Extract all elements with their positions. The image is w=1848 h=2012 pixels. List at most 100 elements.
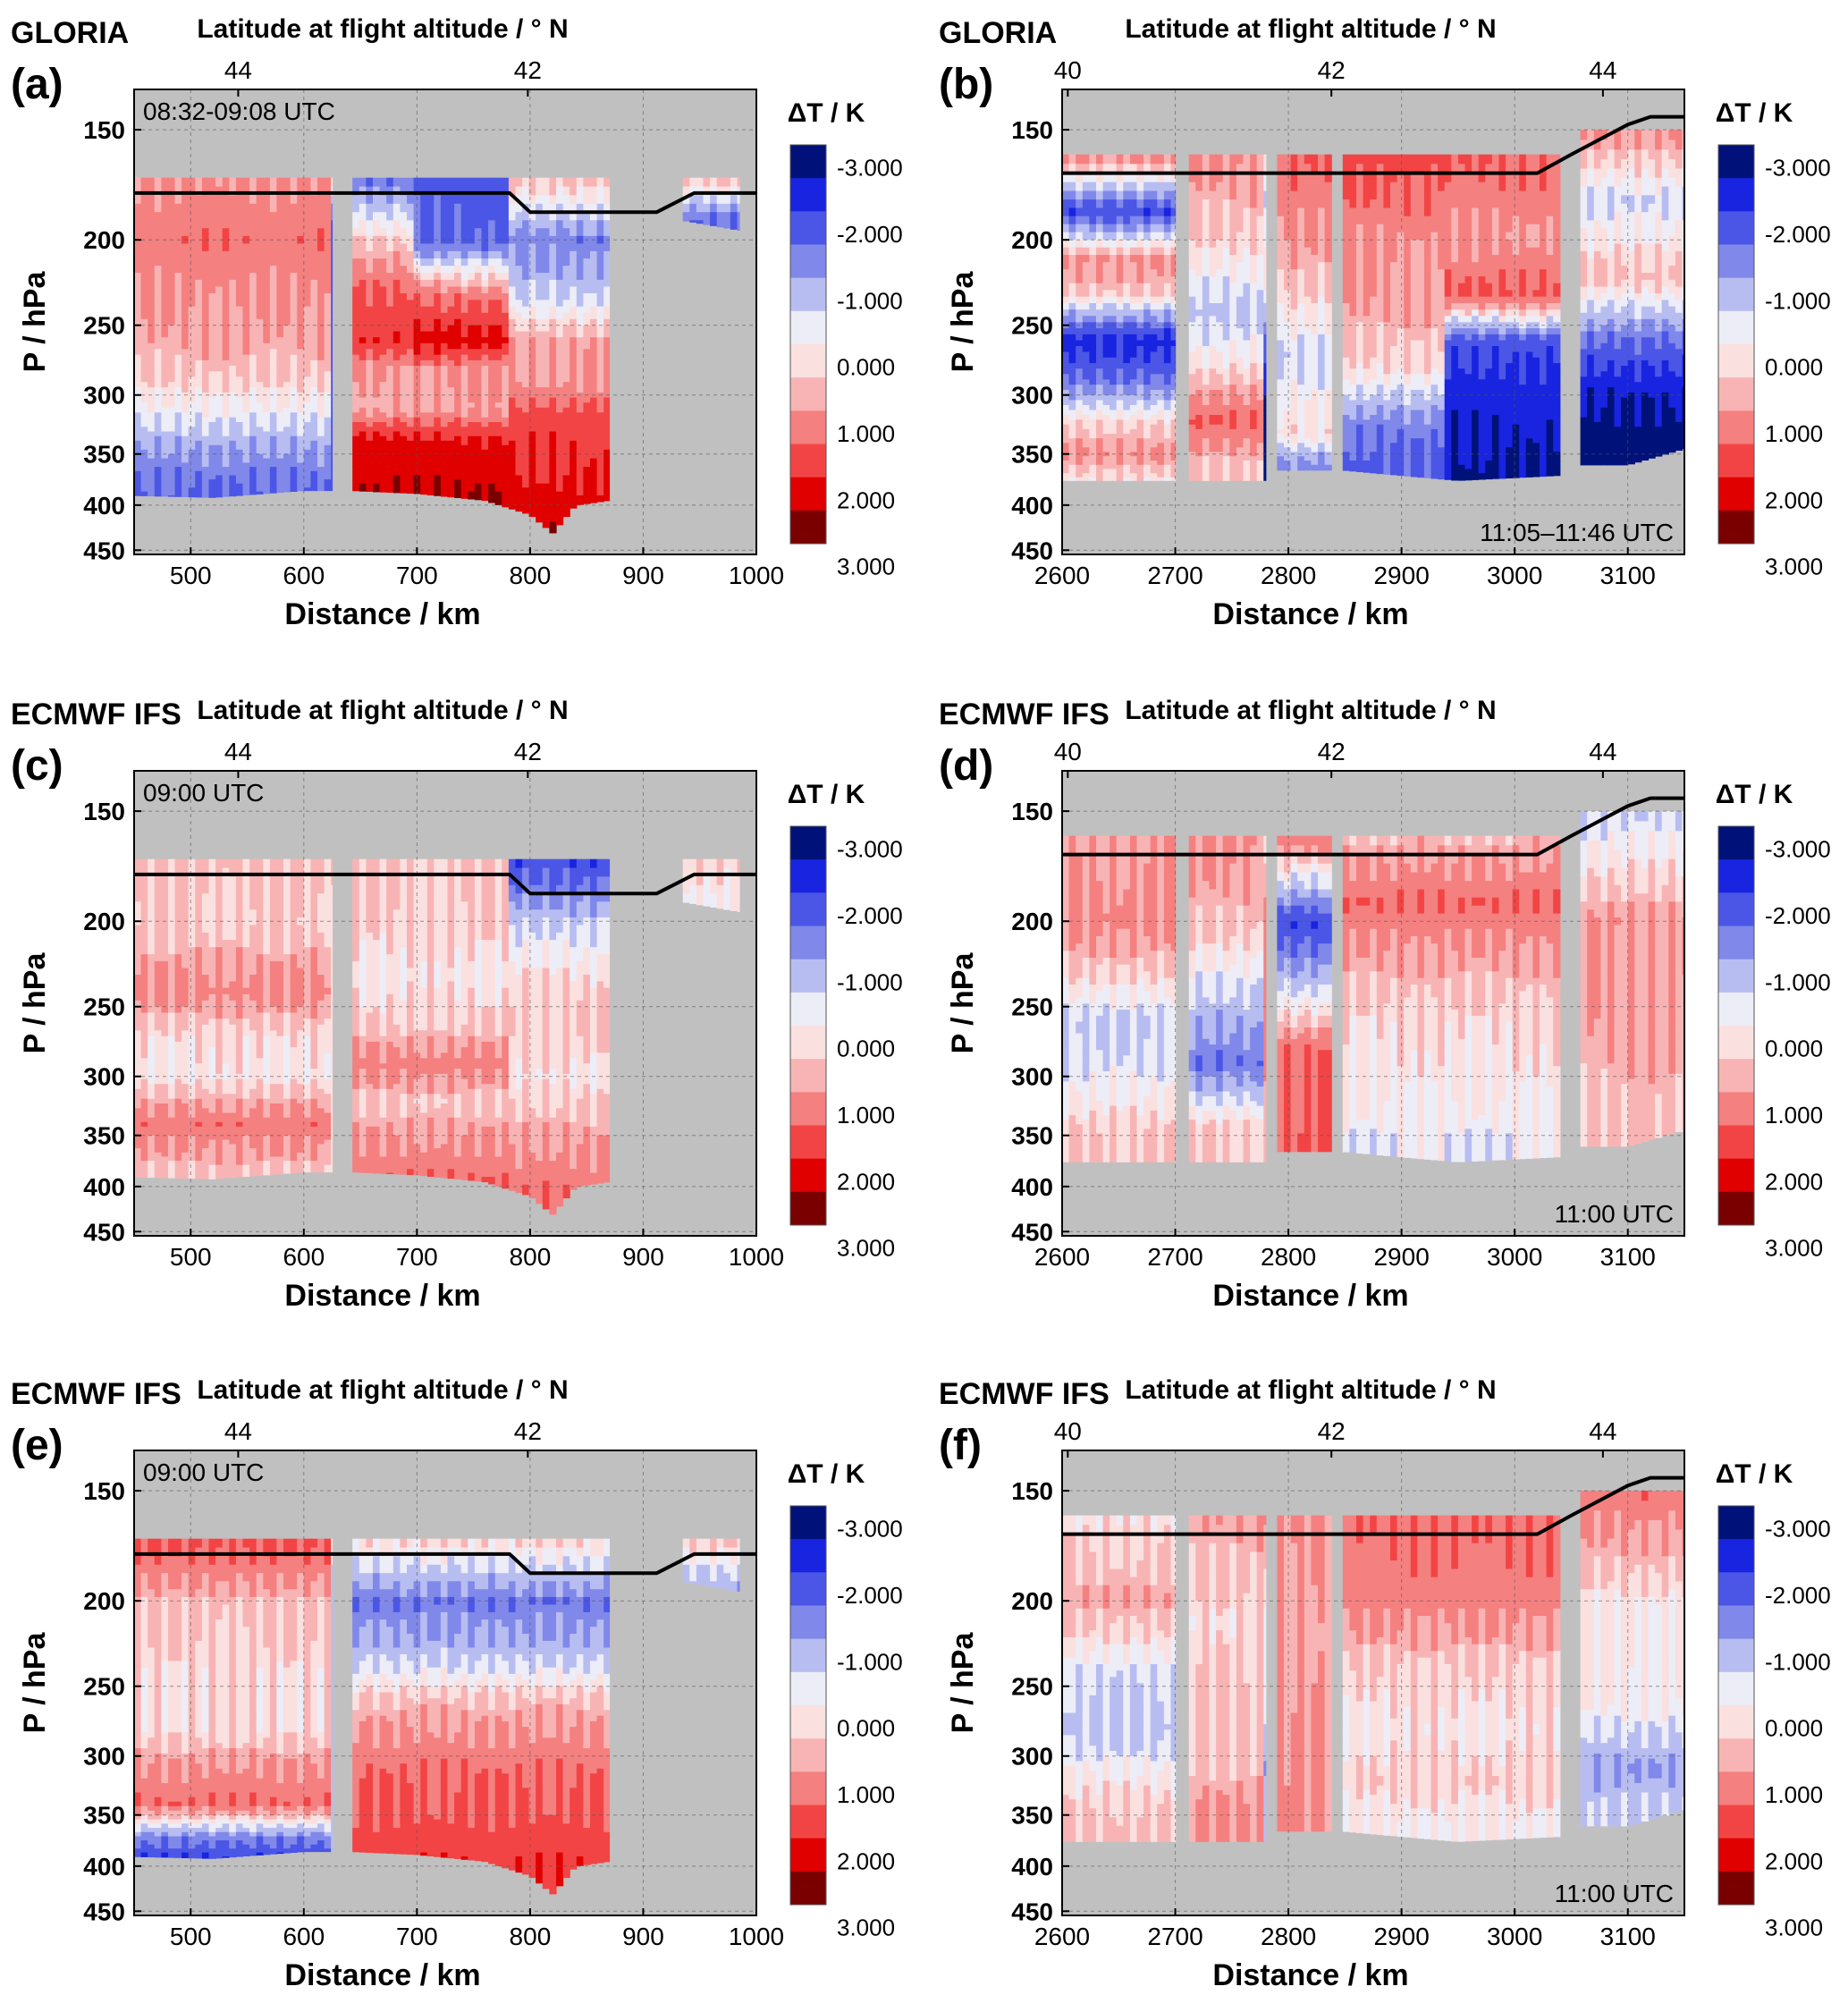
heatmap-cell [570,376,578,383]
heatmap-cell [154,427,162,433]
heatmap-cell [181,487,190,493]
heatmap-cell [290,449,298,455]
heatmap-cell [392,475,401,480]
heatmap-cell [1082,182,1090,192]
heatmap-cell [1123,309,1131,317]
heatmap-cell [208,203,216,213]
heatmap-cell [1157,255,1165,263]
heatmap-cell [440,491,449,496]
heatmap-cell [1188,438,1196,444]
heatmap-cell [590,449,598,455]
heatmap-cell [508,258,517,266]
heatmap-cell [1068,334,1076,342]
heatmap-cell [400,359,408,367]
heatmap-cell [331,435,333,442]
heatmap-cell [140,331,148,338]
heatmap-cell [502,266,510,274]
heatmap-cell [528,228,536,237]
heatmap-cell [276,382,284,388]
heatmap-cell [562,453,570,460]
heatmap-cell [276,286,284,294]
heatmap-cell [188,440,196,446]
heatmap-cell [303,487,311,492]
heatmap-cell [1163,374,1172,380]
heatmap-cell [494,286,502,294]
heatmap-cell [379,286,387,294]
heatmap-cell [181,402,190,409]
heatmap-cell [460,325,468,333]
heatmap-cell [556,325,564,333]
heatmap-cell [379,479,387,485]
heatmap-cell [256,186,264,196]
heatmap-cell [542,349,550,356]
heatmap-cell [310,266,318,274]
heatmap-cell [208,279,216,288]
heatmap-cell [392,470,401,477]
heatmap-cell [413,470,421,477]
heatmap-cell [188,258,196,266]
heatmap-cell [1076,424,1084,430]
heatmap-cell [222,407,230,413]
heatmap-cell [494,483,502,488]
heatmap-cell [1195,340,1203,347]
heatmap-cell [494,235,502,245]
heatmap-cell [1188,255,1196,263]
heatmap-cell [1188,283,1196,291]
heatmap-cell [134,431,142,437]
heatmap-cell [140,212,148,221]
heatmap-cell [359,440,367,446]
heatmap-cell [1102,357,1110,364]
heatmap-cell [154,195,162,205]
heatmap-cell [502,342,510,350]
heatmap-cell [474,487,483,493]
heatmap-cell [168,467,176,472]
heatmap-cell [522,359,530,367]
heatmap-cell [242,228,250,237]
heatmap-cell [359,407,367,413]
heatmap-cell [215,331,224,338]
heatmap-cell [1170,276,1177,284]
heatmap-cell [303,475,311,480]
heatmap-cell [1096,199,1104,209]
x-tick-label: 1000 [729,562,784,589]
heatmap-cell [420,300,428,308]
heatmap-cell [235,417,244,423]
heatmap-cell [549,371,557,377]
heatmap-cell [460,212,468,221]
heatmap-cell [1102,199,1110,209]
heatmap-cell [536,417,544,423]
heatmap-cell [1129,296,1138,304]
heatmap-cell [447,397,455,403]
heatmap-cell [290,349,298,356]
heatmap-cell [576,300,584,308]
heatmap-cell [161,371,169,377]
heatmap-cell [1195,296,1203,304]
heatmap-cell [392,359,401,367]
heatmap-cell [195,286,203,294]
heatmap-cell [460,293,468,300]
heatmap-cell [596,286,604,294]
heatmap-cell [596,342,604,350]
heatmap-cell [488,349,496,356]
heatmap-cell [134,467,142,472]
heatmap-cell [488,479,496,485]
heatmap-cell [549,387,557,393]
heatmap-cell [1150,346,1158,352]
heatmap-cell [1163,385,1172,391]
heatmap-cell [1150,322,1158,329]
heatmap-cell [276,306,284,314]
heatmap-cell [1102,469,1110,474]
heatmap-cell [310,337,318,344]
heatmap-cell [447,479,455,485]
heatmap-cell [249,387,257,393]
heatmap-cell [549,392,557,399]
heatmap-cell [1157,385,1165,391]
heatmap-cell [400,376,408,383]
heatmap-cell [502,427,510,433]
heatmap-cell [256,467,264,472]
heatmap-cell [488,371,496,377]
heatmap-cell [502,235,510,245]
heatmap-cell [195,453,203,460]
heatmap-cell [168,487,176,493]
heatmap-cell [1096,303,1104,310]
